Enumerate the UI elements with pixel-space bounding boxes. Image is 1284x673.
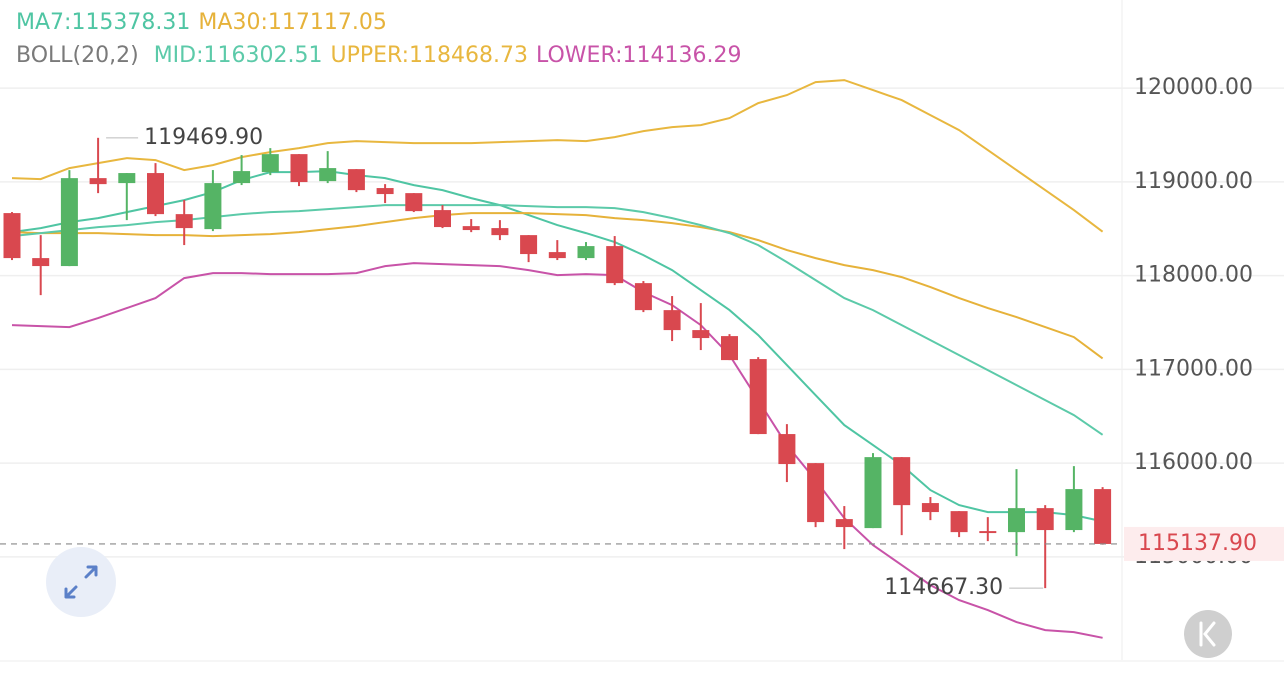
candle-body (921, 503, 939, 513)
indicator-line (11, 204, 1104, 436)
candle-body (175, 214, 193, 229)
last-price-box (1124, 526, 1284, 561)
scroll-latest-icon[interactable] (1199, 621, 1216, 647)
candle-body (60, 178, 78, 267)
y-tick-label: 120000.00 (1134, 75, 1253, 100)
candle-body (1094, 489, 1112, 544)
legend-entry: UPPER:118468.73 (330, 43, 529, 68)
candle-body (577, 246, 595, 259)
boll-label: BOLL(20,2) (16, 43, 139, 68)
candle-body (347, 169, 365, 191)
candle-body (290, 154, 308, 183)
candle-body (376, 188, 394, 195)
annotations: 119469.90 114667.30 115137.90 (0, 125, 1284, 600)
candle-body (261, 154, 279, 173)
scroll-latest-button[interactable] (1184, 610, 1232, 658)
candle-body (548, 252, 566, 259)
legend-entry: LOWER:114136.29 (536, 43, 742, 68)
candle-body (692, 330, 710, 339)
legend-entry: MA7:115378.31 (16, 10, 191, 35)
annotation-label: 114667.30 (884, 575, 1003, 600)
candle-body (147, 173, 164, 215)
candle-body (434, 210, 451, 228)
annotation-label: 119469.90 (144, 125, 263, 150)
candle-body (950, 511, 968, 533)
candle-body (749, 359, 767, 435)
expand-icon[interactable] (64, 565, 98, 599)
candle-body (89, 178, 107, 185)
candle-body (835, 519, 853, 528)
candle-body (1065, 489, 1083, 531)
candle-body (462, 226, 480, 231)
candle-body (520, 235, 538, 255)
candle-body (864, 457, 882, 529)
indicator-lines (11, 79, 1104, 639)
expand-button-bg[interactable] (46, 547, 116, 617)
candle-body (1036, 508, 1054, 531)
boll-row: BOLL(20,2) MID:116302.51 UPPER:118468.73 L… (16, 39, 749, 72)
candle-body (204, 183, 222, 230)
y-tick-label: 118000.00 (1134, 263, 1253, 288)
candle-body (1008, 508, 1025, 533)
candle-body (979, 531, 997, 534)
y-tick-label: 119000.00 (1134, 169, 1253, 194)
candle-body (663, 310, 681, 331)
candle-body (491, 228, 509, 236)
scroll-latest-bg[interactable] (1184, 610, 1232, 658)
y-tick-label: 117000.00 (1134, 356, 1253, 381)
candle-body (606, 246, 624, 284)
candles (3, 137, 1112, 589)
candle-body (634, 283, 652, 311)
candle-body (807, 463, 825, 523)
indicator-line (11, 212, 1104, 360)
legend-entry: MID:116302.51 (153, 43, 323, 68)
candle-body (778, 434, 796, 465)
candle-body (319, 168, 337, 182)
candle-body (32, 258, 50, 267)
legend-entry: MA30:117117.05 (198, 10, 387, 35)
candle-body (893, 457, 911, 506)
candle-body (118, 173, 136, 184)
indicator-header: MA7:115378.31 MA30:117117.05 BOLL(20,2) M… (16, 6, 749, 72)
last-price-label: 115137.90 (1138, 531, 1257, 556)
ma-row: MA7:115378.31 MA30:117117.05 (16, 6, 749, 39)
indicator-line (11, 262, 1103, 639)
candle-body (405, 193, 423, 212)
candle-body (3, 213, 21, 259)
expand-button[interactable] (46, 547, 116, 617)
indicator-line (11, 170, 1103, 523)
indicator-line (11, 79, 1104, 233)
y-tick-label: 116000.00 (1134, 450, 1253, 475)
candle-body (721, 336, 738, 361)
candle-body (233, 171, 251, 184)
